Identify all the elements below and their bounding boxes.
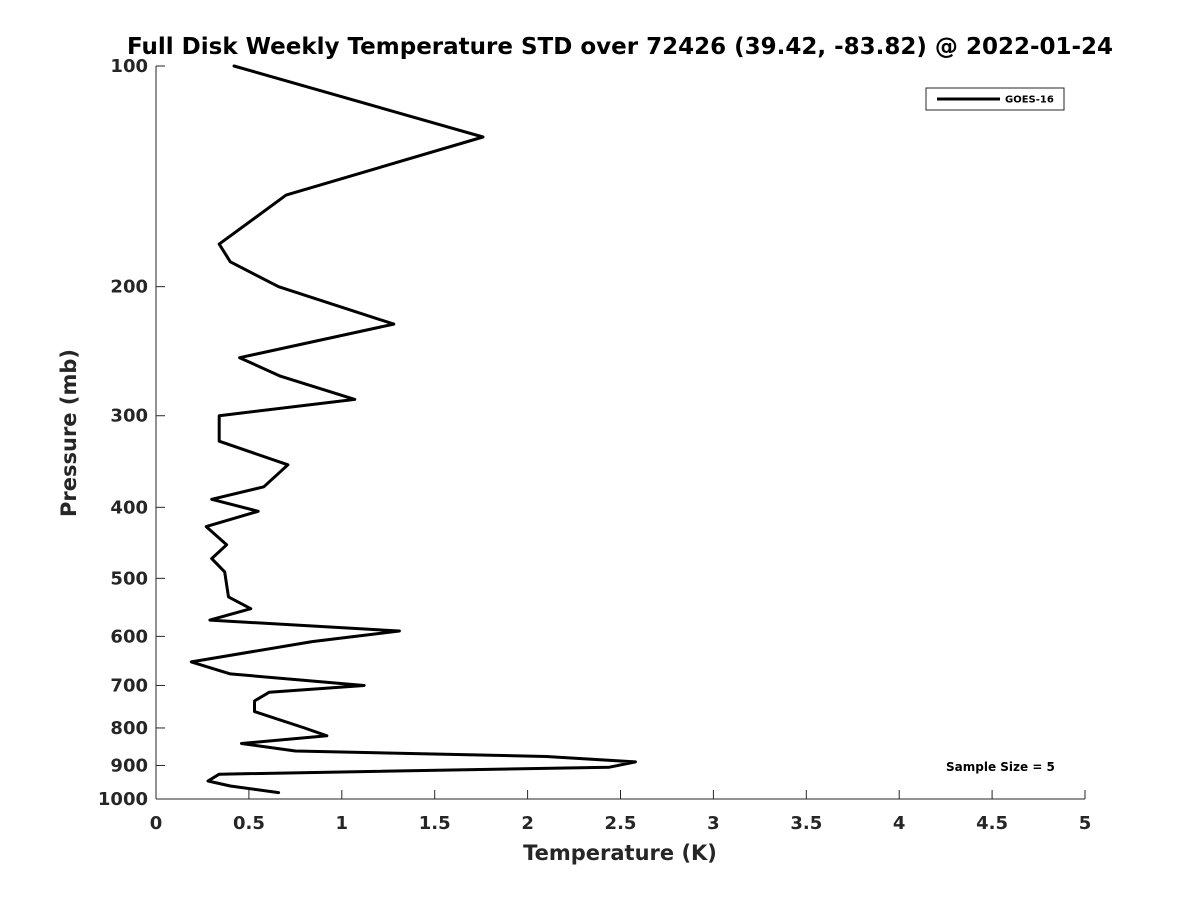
x-tick-label: 1 (336, 813, 349, 834)
x-tick-label: 2 (521, 813, 534, 834)
y-axis-label: Pressure (mb) (57, 349, 81, 517)
y-tick-label: 700 (110, 675, 148, 696)
x-tick-label: 0.5 (233, 813, 265, 834)
y-tick-label: 100 (110, 56, 148, 77)
y-axis: 100 200 300 400 500 600 700 800 900 1000 (98, 56, 165, 810)
y-tick-label: 400 (110, 497, 148, 518)
y-tick-label: 200 (110, 277, 148, 298)
x-axis-label: Temperature (K) (523, 841, 717, 865)
x-tick-label: 2.5 (605, 813, 637, 834)
x-tick-label: 4 (893, 813, 906, 834)
series-layer (189, 64, 637, 795)
sample-size-annotation: Sample Size = 5 (946, 760, 1055, 774)
y-tick-label: 900 (110, 755, 148, 776)
y-tick-label: 300 (110, 406, 148, 427)
y-tick-label: 600 (110, 626, 148, 647)
x-tick-label: 5 (1079, 813, 1092, 834)
legend-label-goes-16: GOES-16 (1005, 95, 1054, 106)
y-tick-label: 800 (110, 718, 148, 739)
y-tick-label: 500 (110, 568, 148, 589)
chart-title: Full Disk Weekly Temperature STD over 72… (127, 34, 1113, 60)
x-tick-label: 3 (707, 813, 720, 834)
x-tick-label: 3.5 (790, 813, 822, 834)
x-axis: 0 0.5 1 1.5 2 2.5 3 3.5 4 4.5 5 (150, 790, 1092, 834)
y-tick-label: 1000 (98, 789, 148, 810)
series-line-goes-16 (189, 64, 637, 795)
x-tick-label: 0 (150, 813, 163, 834)
x-tick-label: 1.5 (419, 813, 451, 834)
x-tick-label: 4.5 (976, 813, 1008, 834)
legend: GOES-16 (925, 87, 1065, 111)
